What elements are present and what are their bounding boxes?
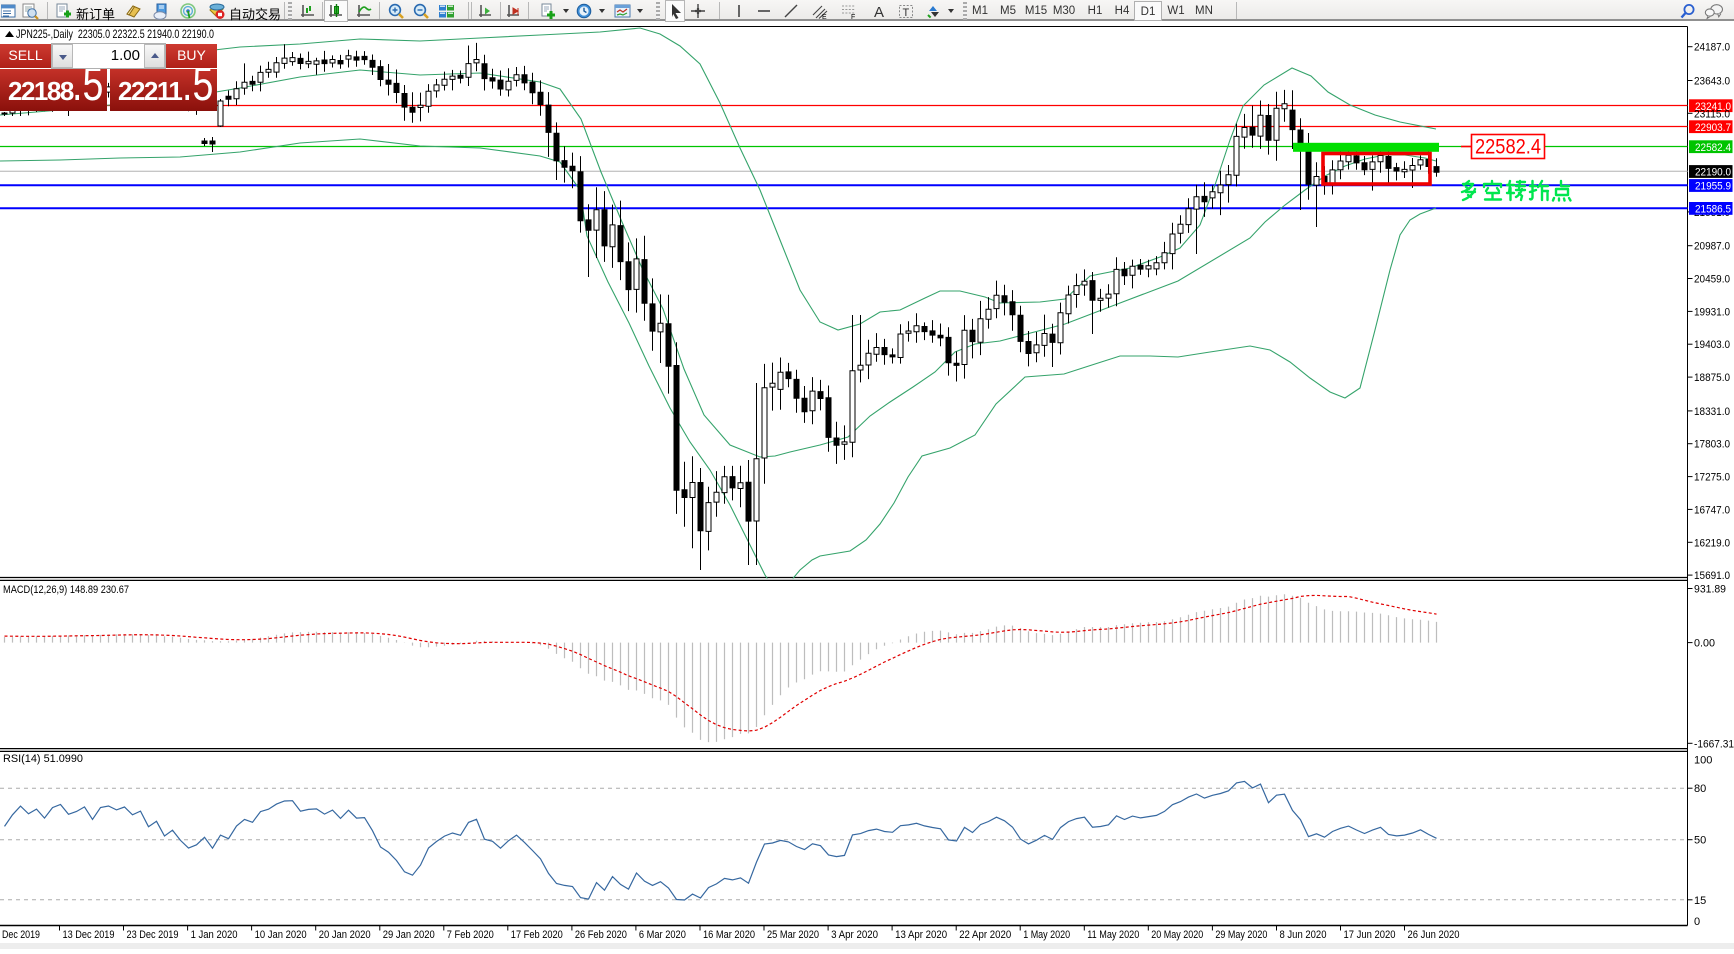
svg-text:JPN225-,Daily 22305.0 22322.5: JPN225-,Daily 22305.0 22322.5 21940.0 22… (16, 27, 214, 41)
svg-text:19931.0: 19931.0 (1694, 306, 1730, 318)
svg-text:17275.0: 17275.0 (1694, 472, 1730, 484)
svg-text:E: E (822, 14, 827, 20)
svg-text:100: 100 (1694, 755, 1712, 767)
svg-text:21955.9: 21955.9 (1695, 181, 1731, 193)
svg-text:50: 50 (1694, 835, 1706, 847)
svg-text:17803.0: 17803.0 (1694, 439, 1730, 451)
svg-text:16 Mar 2020: 16 Mar 2020 (703, 929, 755, 941)
svg-text:23241.0: 23241.0 (1695, 101, 1731, 113)
svg-text:1 May 2020: 1 May 2020 (1023, 929, 1070, 941)
svg-text:24187.0: 24187.0 (1694, 42, 1730, 54)
svg-text:16219.0: 16219.0 (1694, 537, 1730, 549)
svg-text:MACD(12,26,9) 148.89 230.67: MACD(12,26,9) 148.89 230.67 (3, 584, 129, 596)
svg-text:23115.0: 23115.0 (1694, 108, 1730, 120)
svg-text:17 Jun 2020: 17 Jun 2020 (1344, 929, 1396, 941)
svg-text:29 May 2020: 29 May 2020 (1215, 929, 1267, 941)
svg-text:931.89: 931.89 (1694, 584, 1726, 596)
svg-text:18875.0: 18875.0 (1694, 372, 1730, 384)
svg-text:15: 15 (1694, 895, 1706, 907)
svg-text:Dec 2019: Dec 2019 (2, 929, 40, 941)
svg-text:0: 0 (1694, 916, 1700, 928)
svg-text:13 Apr 2020: 13 Apr 2020 (895, 929, 947, 941)
svg-text:25 Mar 2020: 25 Mar 2020 (767, 929, 819, 941)
svg-text:21586.5: 21586.5 (1695, 204, 1731, 216)
svg-text:22903.7: 22903.7 (1695, 122, 1731, 134)
svg-text:13 Dec 2019: 13 Dec 2019 (63, 929, 115, 941)
svg-text:0.00: 0.00 (1694, 638, 1715, 650)
svg-text:T: T (903, 7, 910, 19)
svg-text:20987.0: 20987.0 (1694, 241, 1730, 253)
svg-text:18331.0: 18331.0 (1694, 406, 1730, 418)
svg-text:RSI(14) 51.0990: RSI(14) 51.0990 (3, 753, 83, 765)
svg-text:23643.0: 23643.0 (1694, 76, 1730, 88)
svg-text:22190.0: 22190.0 (1695, 167, 1731, 179)
svg-text:23 Dec 2019: 23 Dec 2019 (127, 929, 179, 941)
svg-text:-1667.31: -1667.31 (1694, 738, 1734, 750)
svg-text:11 May 2020: 11 May 2020 (1087, 929, 1139, 941)
svg-text:26 Feb 2020: 26 Feb 2020 (575, 929, 627, 941)
svg-text:6 Mar 2020: 6 Mar 2020 (639, 929, 686, 941)
svg-text:10 Jan 2020: 10 Jan 2020 (255, 929, 307, 941)
svg-text:22582.4: 22582.4 (1475, 136, 1541, 159)
svg-text:16747.0: 16747.0 (1694, 504, 1730, 516)
svg-text:A: A (874, 4, 884, 20)
svg-text:8 Jun 2020: 8 Jun 2020 (1280, 929, 1327, 941)
svg-text:20 May 2020: 20 May 2020 (1151, 929, 1203, 941)
svg-text:22 Apr 2020: 22 Apr 2020 (959, 929, 1011, 941)
svg-text:29 Jan 2020: 29 Jan 2020 (383, 929, 435, 941)
svg-text:3 Apr 2020: 3 Apr 2020 (831, 929, 878, 941)
svg-text:7 Feb 2020: 7 Feb 2020 (447, 929, 494, 941)
svg-text:20 Jan 2020: 20 Jan 2020 (319, 929, 371, 941)
svg-text:20459.0: 20459.0 (1694, 274, 1730, 286)
svg-text:15691.0: 15691.0 (1694, 570, 1730, 582)
svg-text:22582.4: 22582.4 (1695, 142, 1731, 154)
svg-text:26 Jun 2020: 26 Jun 2020 (1408, 929, 1460, 941)
svg-text:80: 80 (1694, 783, 1706, 795)
svg-text:17 Feb 2020: 17 Feb 2020 (511, 929, 563, 941)
svg-text:F: F (851, 14, 855, 20)
svg-text:19403.0: 19403.0 (1694, 339, 1730, 351)
svg-text:1 Jan 2020: 1 Jan 2020 (191, 929, 238, 941)
